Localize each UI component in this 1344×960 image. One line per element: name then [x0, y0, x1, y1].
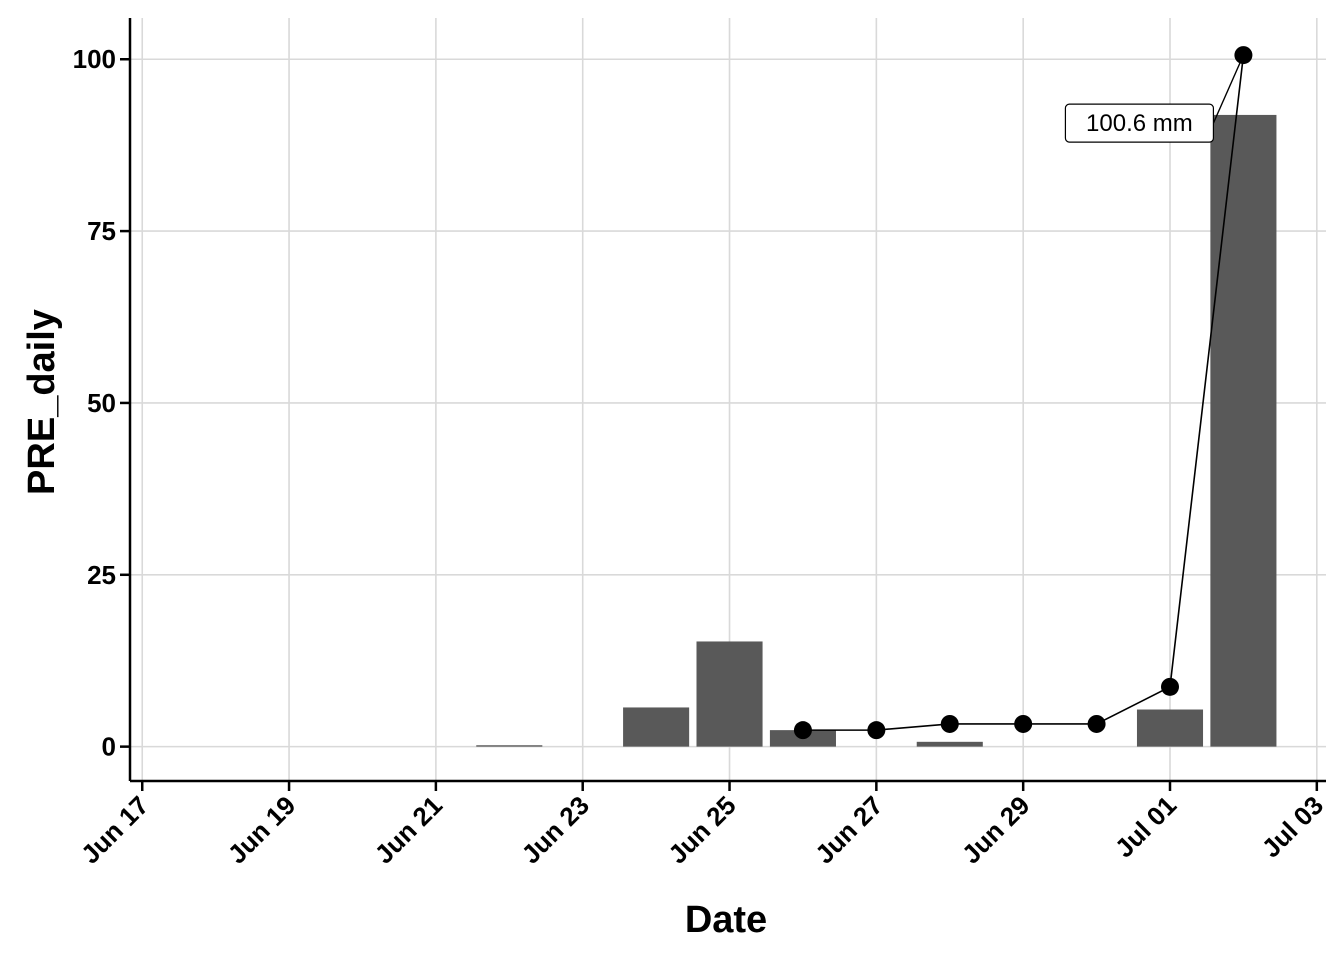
y-tick-label: 50 [87, 388, 116, 418]
data-point [867, 721, 886, 740]
data-point [940, 714, 959, 733]
data-point [1014, 714, 1033, 733]
bar [916, 741, 983, 747]
x-tick-label: Jun 25 [662, 790, 741, 869]
bars [476, 114, 1277, 747]
annotation-leader [1212, 54, 1245, 124]
annotation-label: 100.6 mm [1086, 110, 1193, 137]
cumulative-line [793, 46, 1253, 740]
bar [696, 641, 763, 747]
x-tick-label: Jun 23 [515, 790, 594, 869]
x-tick-label: Jun 27 [809, 790, 888, 869]
data-point [1161, 677, 1179, 696]
x-tick-label: Jun 29 [956, 790, 1035, 869]
x-tick-label: Jun 19 [222, 790, 301, 869]
y-tick-label: 0 [102, 732, 116, 762]
bar [476, 745, 543, 747]
grid [130, 18, 1326, 781]
bar [623, 707, 690, 747]
x-tick-label: Jul 01 [1109, 790, 1182, 863]
annotation-box [1064, 103, 1215, 143]
x-tick-label: Jul 03 [1256, 790, 1329, 863]
annotation: 100.6 mm [1064, 54, 1245, 143]
bar [1136, 709, 1204, 747]
x-axis-title: Date [685, 899, 767, 941]
data-point [793, 721, 812, 740]
y-tick-label: 75 [87, 216, 116, 246]
y-axis-title: PRE_daily [21, 309, 63, 495]
y-tick-label: 25 [87, 560, 116, 590]
x-tick-label: Jun 21 [369, 790, 448, 869]
y-tick-label: 100 [73, 44, 116, 74]
data-point [1087, 714, 1106, 733]
x-tick-label: Jun 17 [75, 790, 154, 869]
bar [1210, 114, 1277, 747]
